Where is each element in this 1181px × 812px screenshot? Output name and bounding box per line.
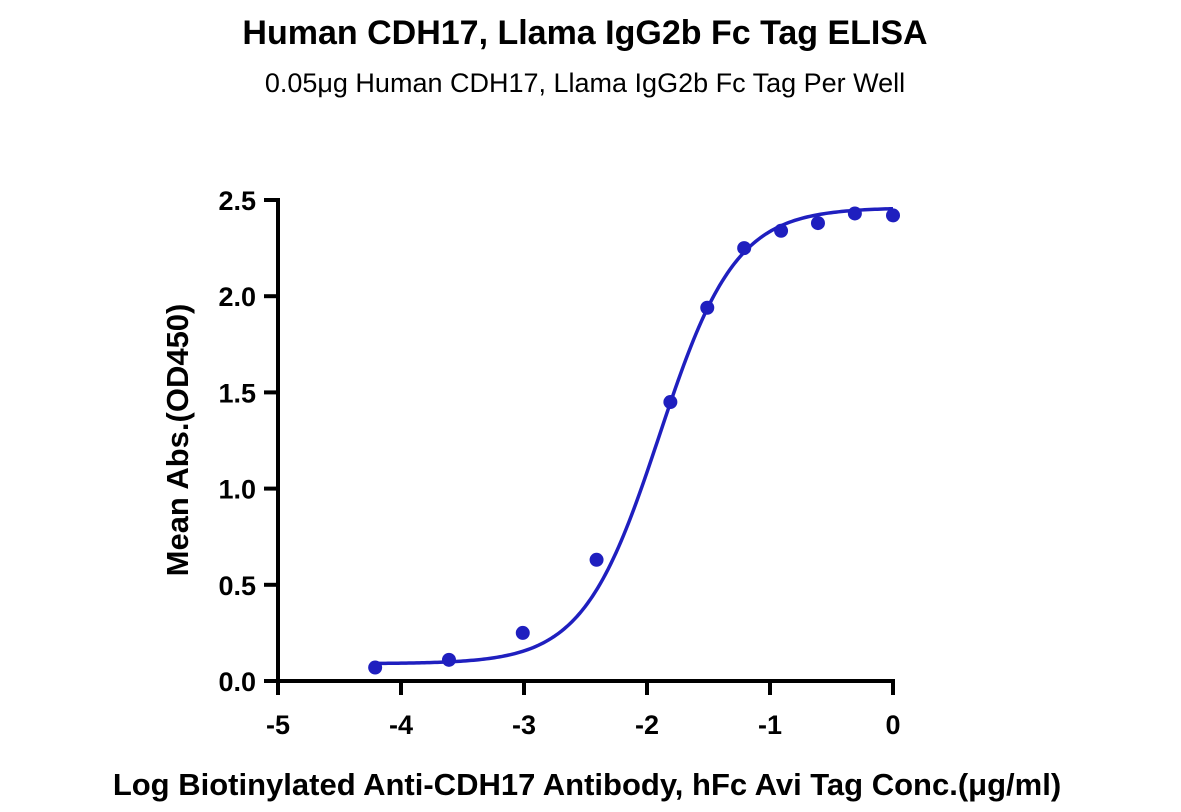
data-point: [886, 208, 900, 223]
data-point: [589, 552, 604, 567]
fit-curve: [375, 206, 894, 666]
data-point: [847, 206, 862, 221]
data-point: [774, 223, 789, 238]
y-tick-label: 0.5: [218, 571, 256, 601]
data-point: [737, 241, 752, 256]
y-tick-label: 2.0: [218, 282, 256, 312]
y-tick-label: 1.0: [218, 475, 256, 505]
data-point: [810, 216, 825, 231]
y-tick-label: 0.0: [218, 667, 256, 697]
y-axis-label: Mean Abs.(OD450): [160, 304, 195, 577]
x-tick-label: -2: [635, 710, 659, 740]
data-point: [515, 625, 530, 640]
x-tick-label: -3: [512, 710, 536, 740]
x-tick-label: -1: [758, 710, 782, 740]
data-point: [441, 652, 456, 667]
chart-title: Human CDH17, Llama IgG2b Fc Tag ELISA: [242, 14, 928, 52]
y-tick-label: 2.5: [218, 186, 256, 216]
data-point: [663, 395, 678, 410]
x-axis-label: Log Biotinylated Anti-CDH17 Antibody, hF…: [113, 767, 1061, 802]
data-point: [700, 300, 715, 315]
fit-curve-layer: [375, 206, 894, 666]
axes: -5 -4 -3 -2 -1 0 0.0 0.5 1.0 1.5 2.0 2.5: [218, 186, 900, 740]
y-tick-label: 1.5: [218, 378, 256, 408]
data-point: [368, 660, 383, 675]
x-tick-label: -5: [266, 710, 290, 740]
chart-subtitle: 0.05μg Human CDH17, Llama IgG2b Fc Tag P…: [264, 68, 906, 98]
data-points-layer: [368, 206, 900, 675]
x-tick-label: 0: [885, 710, 900, 740]
x-tick-label: -4: [389, 710, 413, 740]
